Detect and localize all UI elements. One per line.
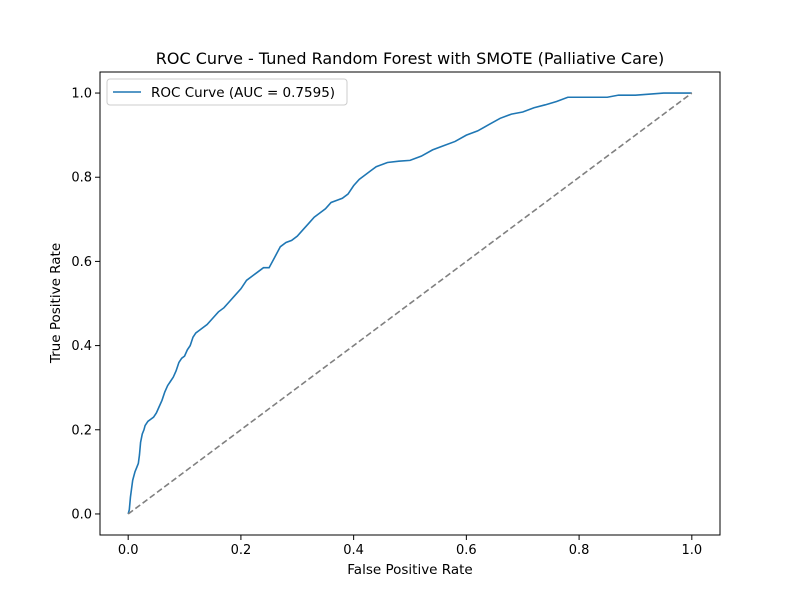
x-tick-label: 1.0 bbox=[681, 543, 702, 558]
legend-entry-label: ROC Curve (AUC = 0.7595) bbox=[151, 85, 335, 101]
x-tick-label: 0.0 bbox=[118, 543, 139, 558]
roc-curve-line bbox=[127, 92, 692, 515]
y-axis: 0.0 0.2 0.4 0.6 0.8 1.0 bbox=[71, 87, 100, 522]
y-axis-label: True Positive Rate bbox=[48, 243, 64, 364]
x-tick-label: 0.4 bbox=[343, 543, 364, 558]
y-tick-label: 0.4 bbox=[71, 339, 92, 354]
x-tick-label: 0.6 bbox=[456, 543, 477, 558]
x-axis-label: False Positive Rate bbox=[347, 562, 472, 578]
y-tick-label: 0.8 bbox=[71, 171, 92, 186]
random-baseline-line bbox=[127, 92, 693, 515]
plot-frame bbox=[99, 71, 721, 536]
legend: ROC Curve (AUC = 0.7595) bbox=[106, 78, 348, 106]
chart-title: ROC Curve - Tuned Random Forest with SMO… bbox=[156, 49, 664, 68]
x-tick-label: 0.8 bbox=[569, 543, 590, 558]
x-tick-label: 0.2 bbox=[231, 543, 252, 558]
y-tick-label: 0.0 bbox=[71, 507, 92, 522]
plot-area bbox=[99, 71, 721, 536]
legend-box bbox=[106, 78, 348, 106]
x-axis: 0.0 0.2 0.4 0.6 0.8 1.0 bbox=[118, 535, 702, 558]
y-tick-label: 0.6 bbox=[71, 255, 92, 270]
y-tick-label: 1.0 bbox=[71, 87, 92, 102]
y-tick-label: 0.2 bbox=[71, 423, 92, 438]
